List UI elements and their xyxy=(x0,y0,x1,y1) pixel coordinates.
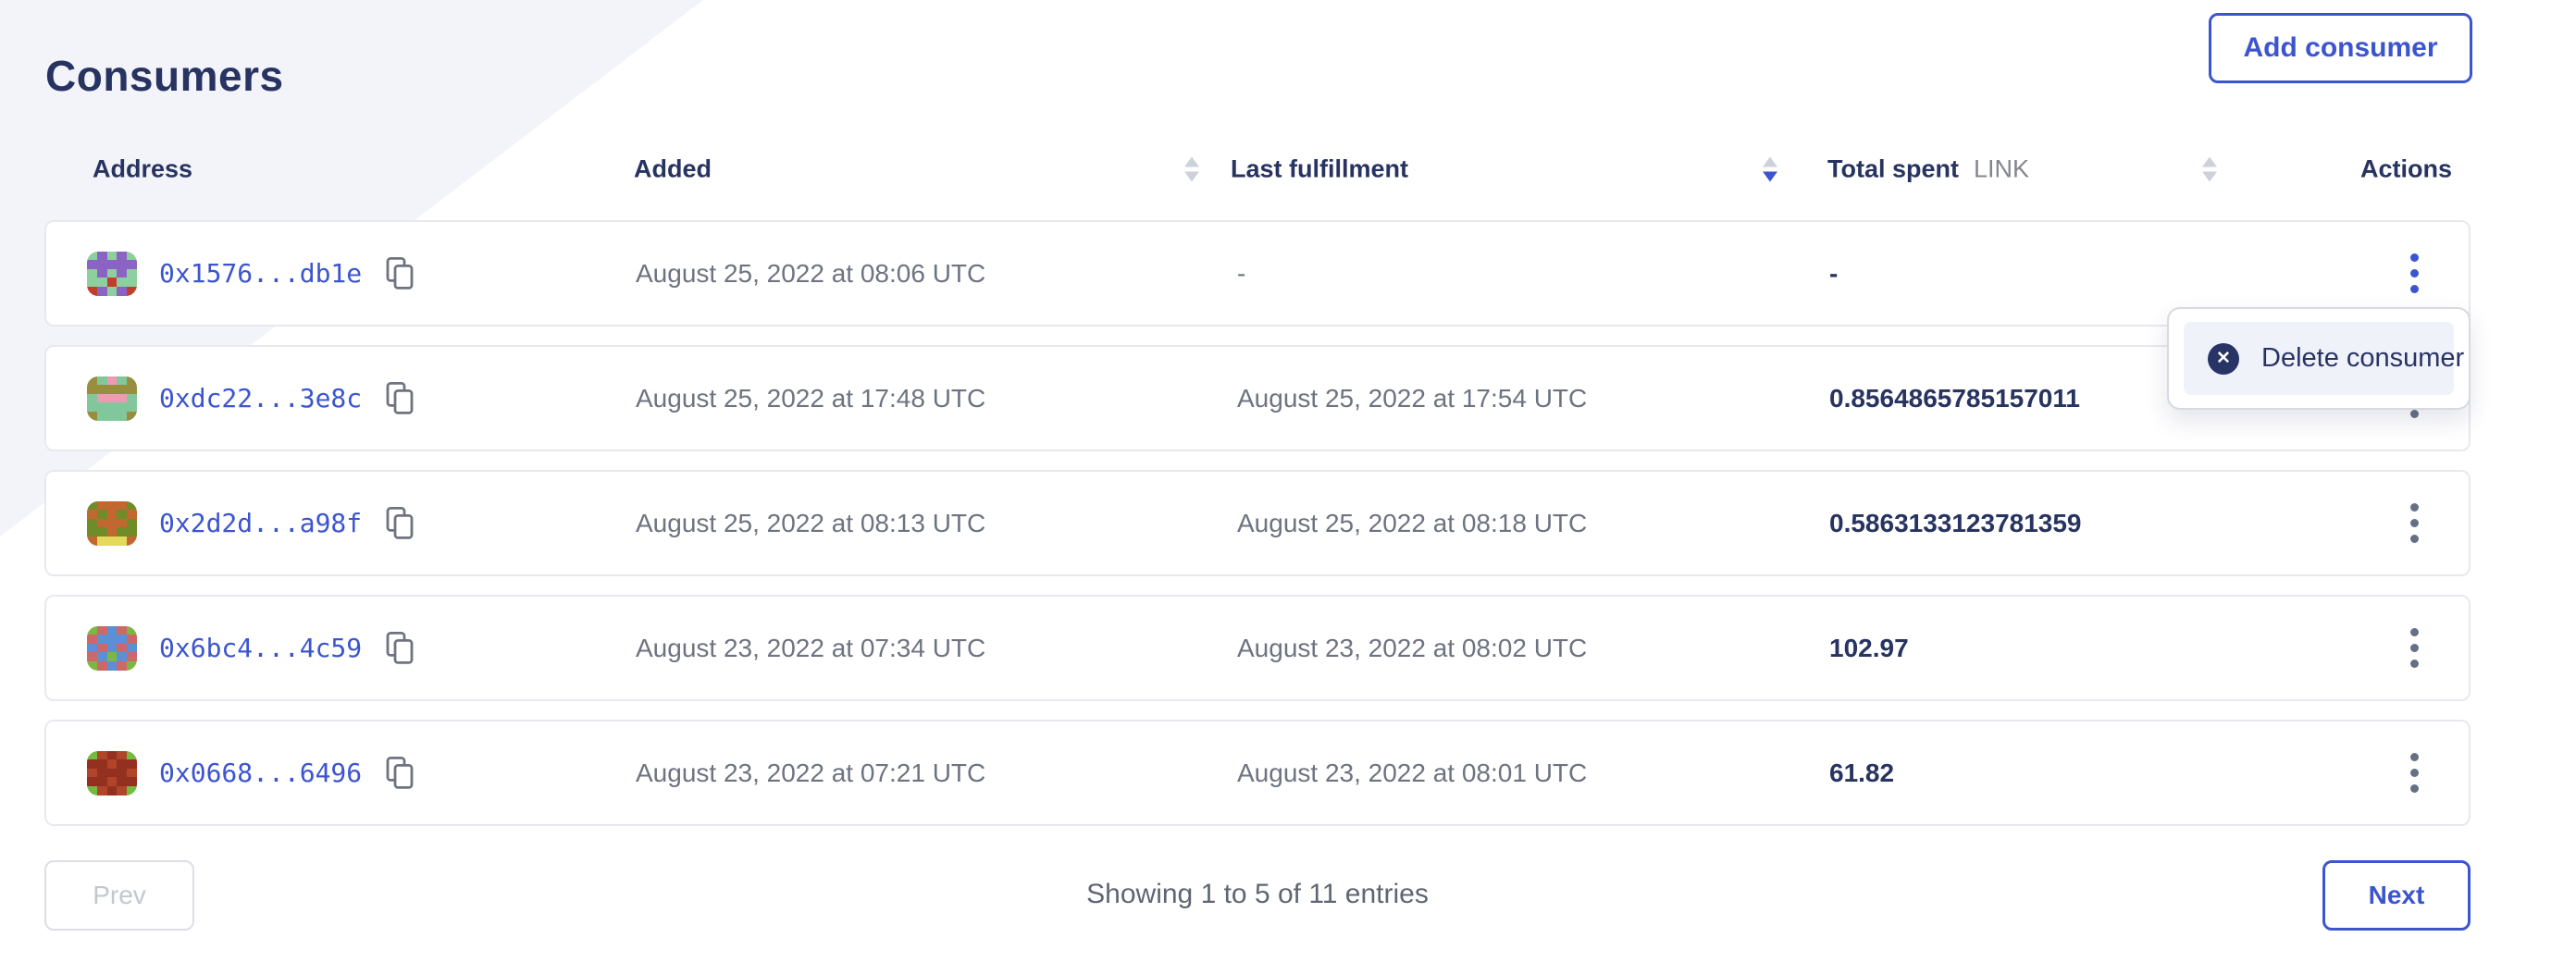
identicon-avatar xyxy=(87,625,137,671)
consumer-address-link[interactable]: 0x0668...6496 xyxy=(159,758,363,788)
sort-down-icon xyxy=(1184,171,1199,182)
prev-page-button[interactable]: Prev xyxy=(44,860,194,931)
page-title: Consumers xyxy=(45,51,284,100)
row-actions-kebab-icon[interactable] xyxy=(2377,610,2451,687)
last-fulfillment-date: August 25, 2022 at 17:54 UTC xyxy=(1237,383,1588,413)
identicon-avatar xyxy=(87,376,137,421)
added-date: August 25, 2022 at 17:48 UTC xyxy=(636,383,986,413)
sort-control-added[interactable] xyxy=(1184,156,1199,182)
identicon-avatar xyxy=(87,500,137,546)
total-spent-label: Total spent xyxy=(1827,154,1960,183)
table-row: 0x1576...db1e August 25, 2022 at 08:06 U… xyxy=(44,220,2471,327)
copy-address-icon[interactable] xyxy=(384,756,415,791)
copy-address-icon[interactable] xyxy=(384,506,415,541)
consumer-address-link[interactable]: 0x6bc4...4c59 xyxy=(159,633,363,663)
copy-address-icon[interactable] xyxy=(384,256,415,291)
added-date: August 23, 2022 at 07:21 UTC xyxy=(636,758,986,787)
identicon-avatar xyxy=(87,251,137,296)
sort-up-icon xyxy=(2202,156,2217,167)
row-actions-kebab-icon[interactable] xyxy=(2377,485,2451,562)
identicon-avatar xyxy=(87,750,137,796)
add-consumer-button[interactable]: Add consumer xyxy=(2209,13,2472,83)
consumer-address-link[interactable]: 0x2d2d...a98f xyxy=(159,508,363,538)
pagination-summary: Showing 1 to 5 of 11 entries xyxy=(1086,879,1429,909)
column-header-total-spent: Total spent LINK xyxy=(1827,155,2029,184)
table-row: 0x6bc4...4c59 August 23, 2022 at 07:34 U… xyxy=(44,595,2471,701)
last-fulfillment-date: August 25, 2022 at 08:18 UTC xyxy=(1237,508,1588,537)
delete-consumer-menu-item[interactable]: ✕ Delete consumer xyxy=(2184,322,2464,395)
total-spent-value: - xyxy=(1829,258,1839,288)
copy-address-icon[interactable] xyxy=(384,631,415,666)
sort-down-icon xyxy=(2202,171,2217,182)
total-spent-value: 61.82 xyxy=(1829,758,1895,787)
added-date: August 25, 2022 at 08:06 UTC xyxy=(636,258,986,288)
column-header-address: Address xyxy=(93,154,193,183)
table-row: 0x2d2d...a98f August 25, 2022 at 08:13 U… xyxy=(44,470,2471,576)
x-circle-icon: ✕ xyxy=(2208,342,2239,375)
last-fulfillment-date: - xyxy=(1237,258,1246,288)
row-actions-menu: ✕ Delete consumer xyxy=(2167,307,2471,410)
last-fulfillment-date: August 23, 2022 at 08:02 UTC xyxy=(1237,633,1588,662)
sort-control-last-fulfillment[interactable] xyxy=(1763,156,1777,182)
row-actions-kebab-icon[interactable] xyxy=(2377,235,2451,313)
sort-down-icon xyxy=(1763,171,1777,182)
sort-up-icon xyxy=(1763,156,1777,167)
table-header-row: Address Added Last fulfillment Total spe… xyxy=(44,146,2471,192)
consumer-address-link[interactable]: 0x1576...db1e xyxy=(159,258,363,289)
column-header-added: Added xyxy=(634,154,712,183)
delete-consumer-label: Delete consumer xyxy=(2261,343,2465,373)
total-spent-value: 0.5863133123781359 xyxy=(1829,508,2082,537)
added-date: August 23, 2022 at 07:34 UTC xyxy=(636,633,986,662)
table-row: 0xdc22...3e8c August 25, 2022 at 17:48 U… xyxy=(44,345,2471,451)
next-page-button[interactable]: Next xyxy=(2322,860,2471,931)
added-date: August 25, 2022 at 08:13 UTC xyxy=(636,508,986,537)
table-row: 0x0668...6496 August 23, 2022 at 07:21 U… xyxy=(44,720,2471,826)
last-fulfillment-date: August 23, 2022 at 08:01 UTC xyxy=(1237,758,1588,787)
sort-up-icon xyxy=(1184,156,1199,167)
column-header-last-fulfillment: Last fulfillment xyxy=(1231,154,1409,183)
total-spent-unit: LINK xyxy=(1974,154,2030,183)
copy-address-icon[interactable] xyxy=(384,381,415,416)
sort-control-total-spent[interactable] xyxy=(2202,156,2217,182)
row-actions-kebab-icon[interactable] xyxy=(2377,734,2451,812)
total-spent-value: 102.97 xyxy=(1829,633,1909,662)
total-spent-value: 0.8564865785157011 xyxy=(1829,383,2080,413)
column-header-actions: Actions xyxy=(2360,154,2453,183)
consumer-address-link[interactable]: 0xdc22...3e8c xyxy=(159,383,363,413)
